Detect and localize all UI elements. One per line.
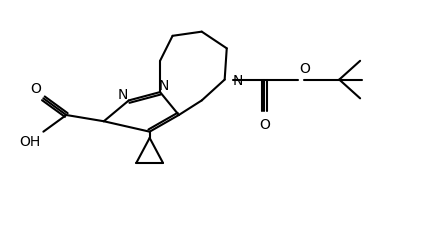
- Text: O: O: [259, 118, 270, 131]
- Text: O: O: [300, 61, 310, 75]
- Text: O: O: [30, 82, 41, 96]
- Text: OH: OH: [19, 134, 40, 148]
- Text: N: N: [232, 73, 243, 87]
- Text: N: N: [159, 78, 169, 92]
- Text: N: N: [117, 88, 128, 102]
